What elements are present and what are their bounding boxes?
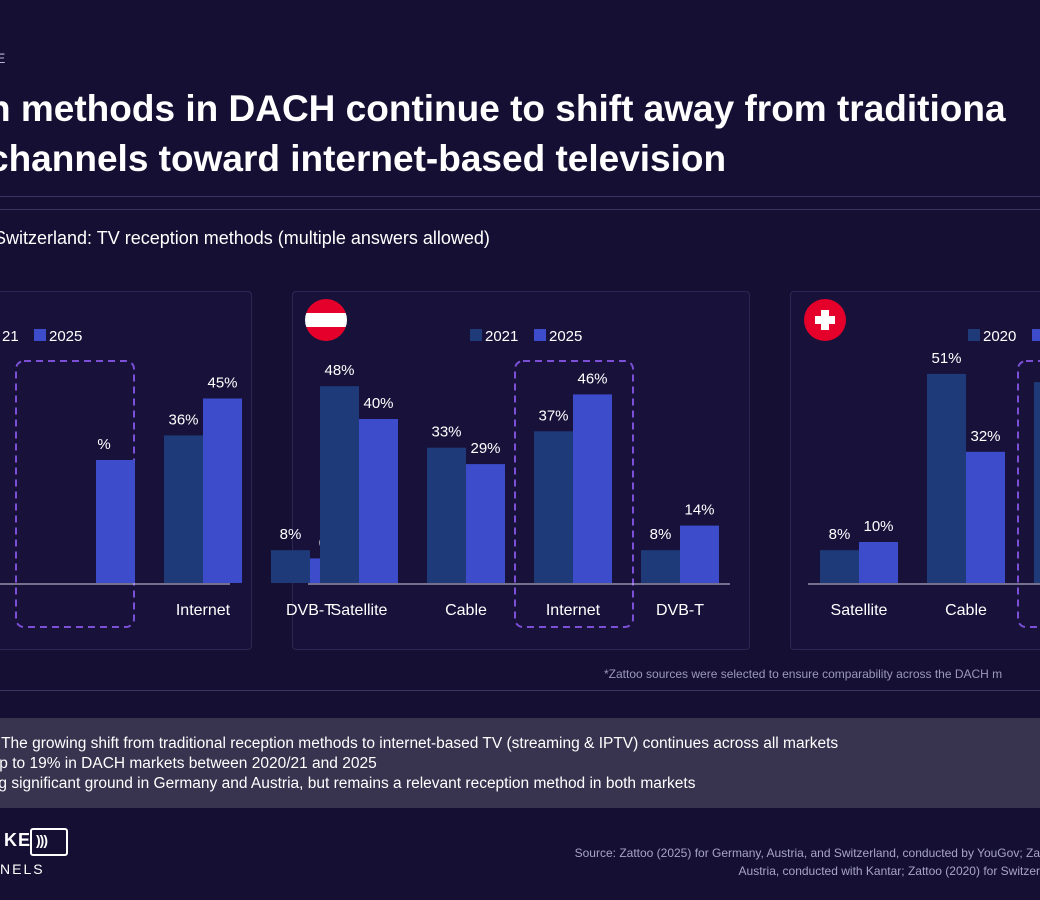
divider-top-2 [0,209,1040,210]
data-label: 48% [324,362,354,379]
summary-line-1: ng": The growing shift from traditional … [0,735,839,752]
swiss-flag-icon [804,299,846,341]
data-label: 45% [207,375,237,392]
legend-swatch [968,329,980,341]
divider-bottom [0,690,1040,691]
bar-internet-2021 [534,431,573,583]
category-label-cable: Cable [945,602,987,619]
bar-internet-2021 [164,435,203,583]
legend-swatch [470,329,482,341]
data-label: 40% [363,395,393,412]
legend-label: 2025 [549,328,582,345]
bar-satellite-2020 [820,550,859,583]
bar-dvb-t-2021 [271,550,310,583]
divider-top [0,196,1040,197]
tv-icon: ))) [30,828,68,856]
data-label: % [97,436,110,453]
bar-satellite-2021 [320,386,359,583]
legend-label: 2020 [983,328,1016,345]
legend-swatch [534,329,546,341]
data-label: 8% [650,526,672,543]
source-line-1: Source: Zattoo (2025) for Germany, Austr… [574,846,1040,860]
bar-satellite-2025 [359,419,398,583]
bar-cable-2025 [96,460,135,583]
legend-label: 2021 [485,328,518,345]
austria-flag-icon [305,299,347,341]
page-title-line-2: channels toward internet-based televisio… [0,138,727,179]
source-line-2: Austria, conducted with Kantar; Zattoo (… [738,864,1040,878]
internet-highlight-box [1017,360,1040,628]
data-label: 8% [829,526,851,543]
data-label: 37% [538,407,568,424]
data-label: 32% [970,428,1000,445]
category-label-internet: Internet [176,602,231,619]
page-title-line-1: n methods in DACH continue to shift away… [0,88,1006,129]
legend-swatch [34,329,46,341]
bar-internet-2025 [573,394,612,583]
signal-icon: ))) [36,832,48,848]
category-label-dvb-t: DVB-T [656,602,704,619]
data-label: 33% [431,424,461,441]
logo: KE [4,830,31,851]
data-label: 8% [280,526,302,543]
internet-highlight-box [514,360,634,628]
data-label: 14% [684,502,714,519]
page-title: n methods in DACH continue to shift away… [0,84,1040,184]
legend-label: 2025 [49,328,82,345]
data-label: 46% [577,370,607,387]
category-label-cable: Cable [445,602,487,619]
data-label: 36% [168,411,198,428]
logo-word: KE [4,830,32,850]
bar-dvb-t-2021 [641,550,680,583]
bar-internet-2020 [1034,382,1040,583]
section-kicker: E [0,50,6,66]
legend-swatch [1032,329,1040,341]
bar-cable-series1 [966,451,1005,583]
legend-label: 21 [2,328,19,345]
bar-cable-2020 [927,373,966,583]
source-note: Source: Zattoo (2025) for Germany, Austr… [440,844,1040,880]
logo-subtitle: NELS [0,861,45,877]
footnote: *Zattoo sources were selected to ensure … [604,667,1003,681]
bar-internet-2025 [203,398,242,583]
internet-highlight-box [15,360,135,628]
summary-line-3: osing significant ground in Germany and … [0,775,696,792]
bar-dvb-t-2025 [680,525,719,583]
category-label-internet: Internet [546,602,601,619]
bar-cable-2025 [466,464,505,583]
data-label: 29% [470,440,500,457]
summary-line-2: se up to 19% in DACH markets between 202… [0,755,377,772]
data-label: 51% [931,350,961,367]
bar-cable-2021 [427,447,466,583]
category-label-dvb-t: DVB-T [286,602,334,619]
category-label-satellite: Satellite [331,602,388,619]
bar-satellite-series1 [859,542,898,583]
chart-subtitle: Switzerland: TV reception methods (multi… [0,228,490,248]
category-label-satellite: Satellite [831,602,888,619]
data-label: 10% [863,518,893,535]
summary-box: ng": The growing shift from traditional … [0,718,1040,808]
